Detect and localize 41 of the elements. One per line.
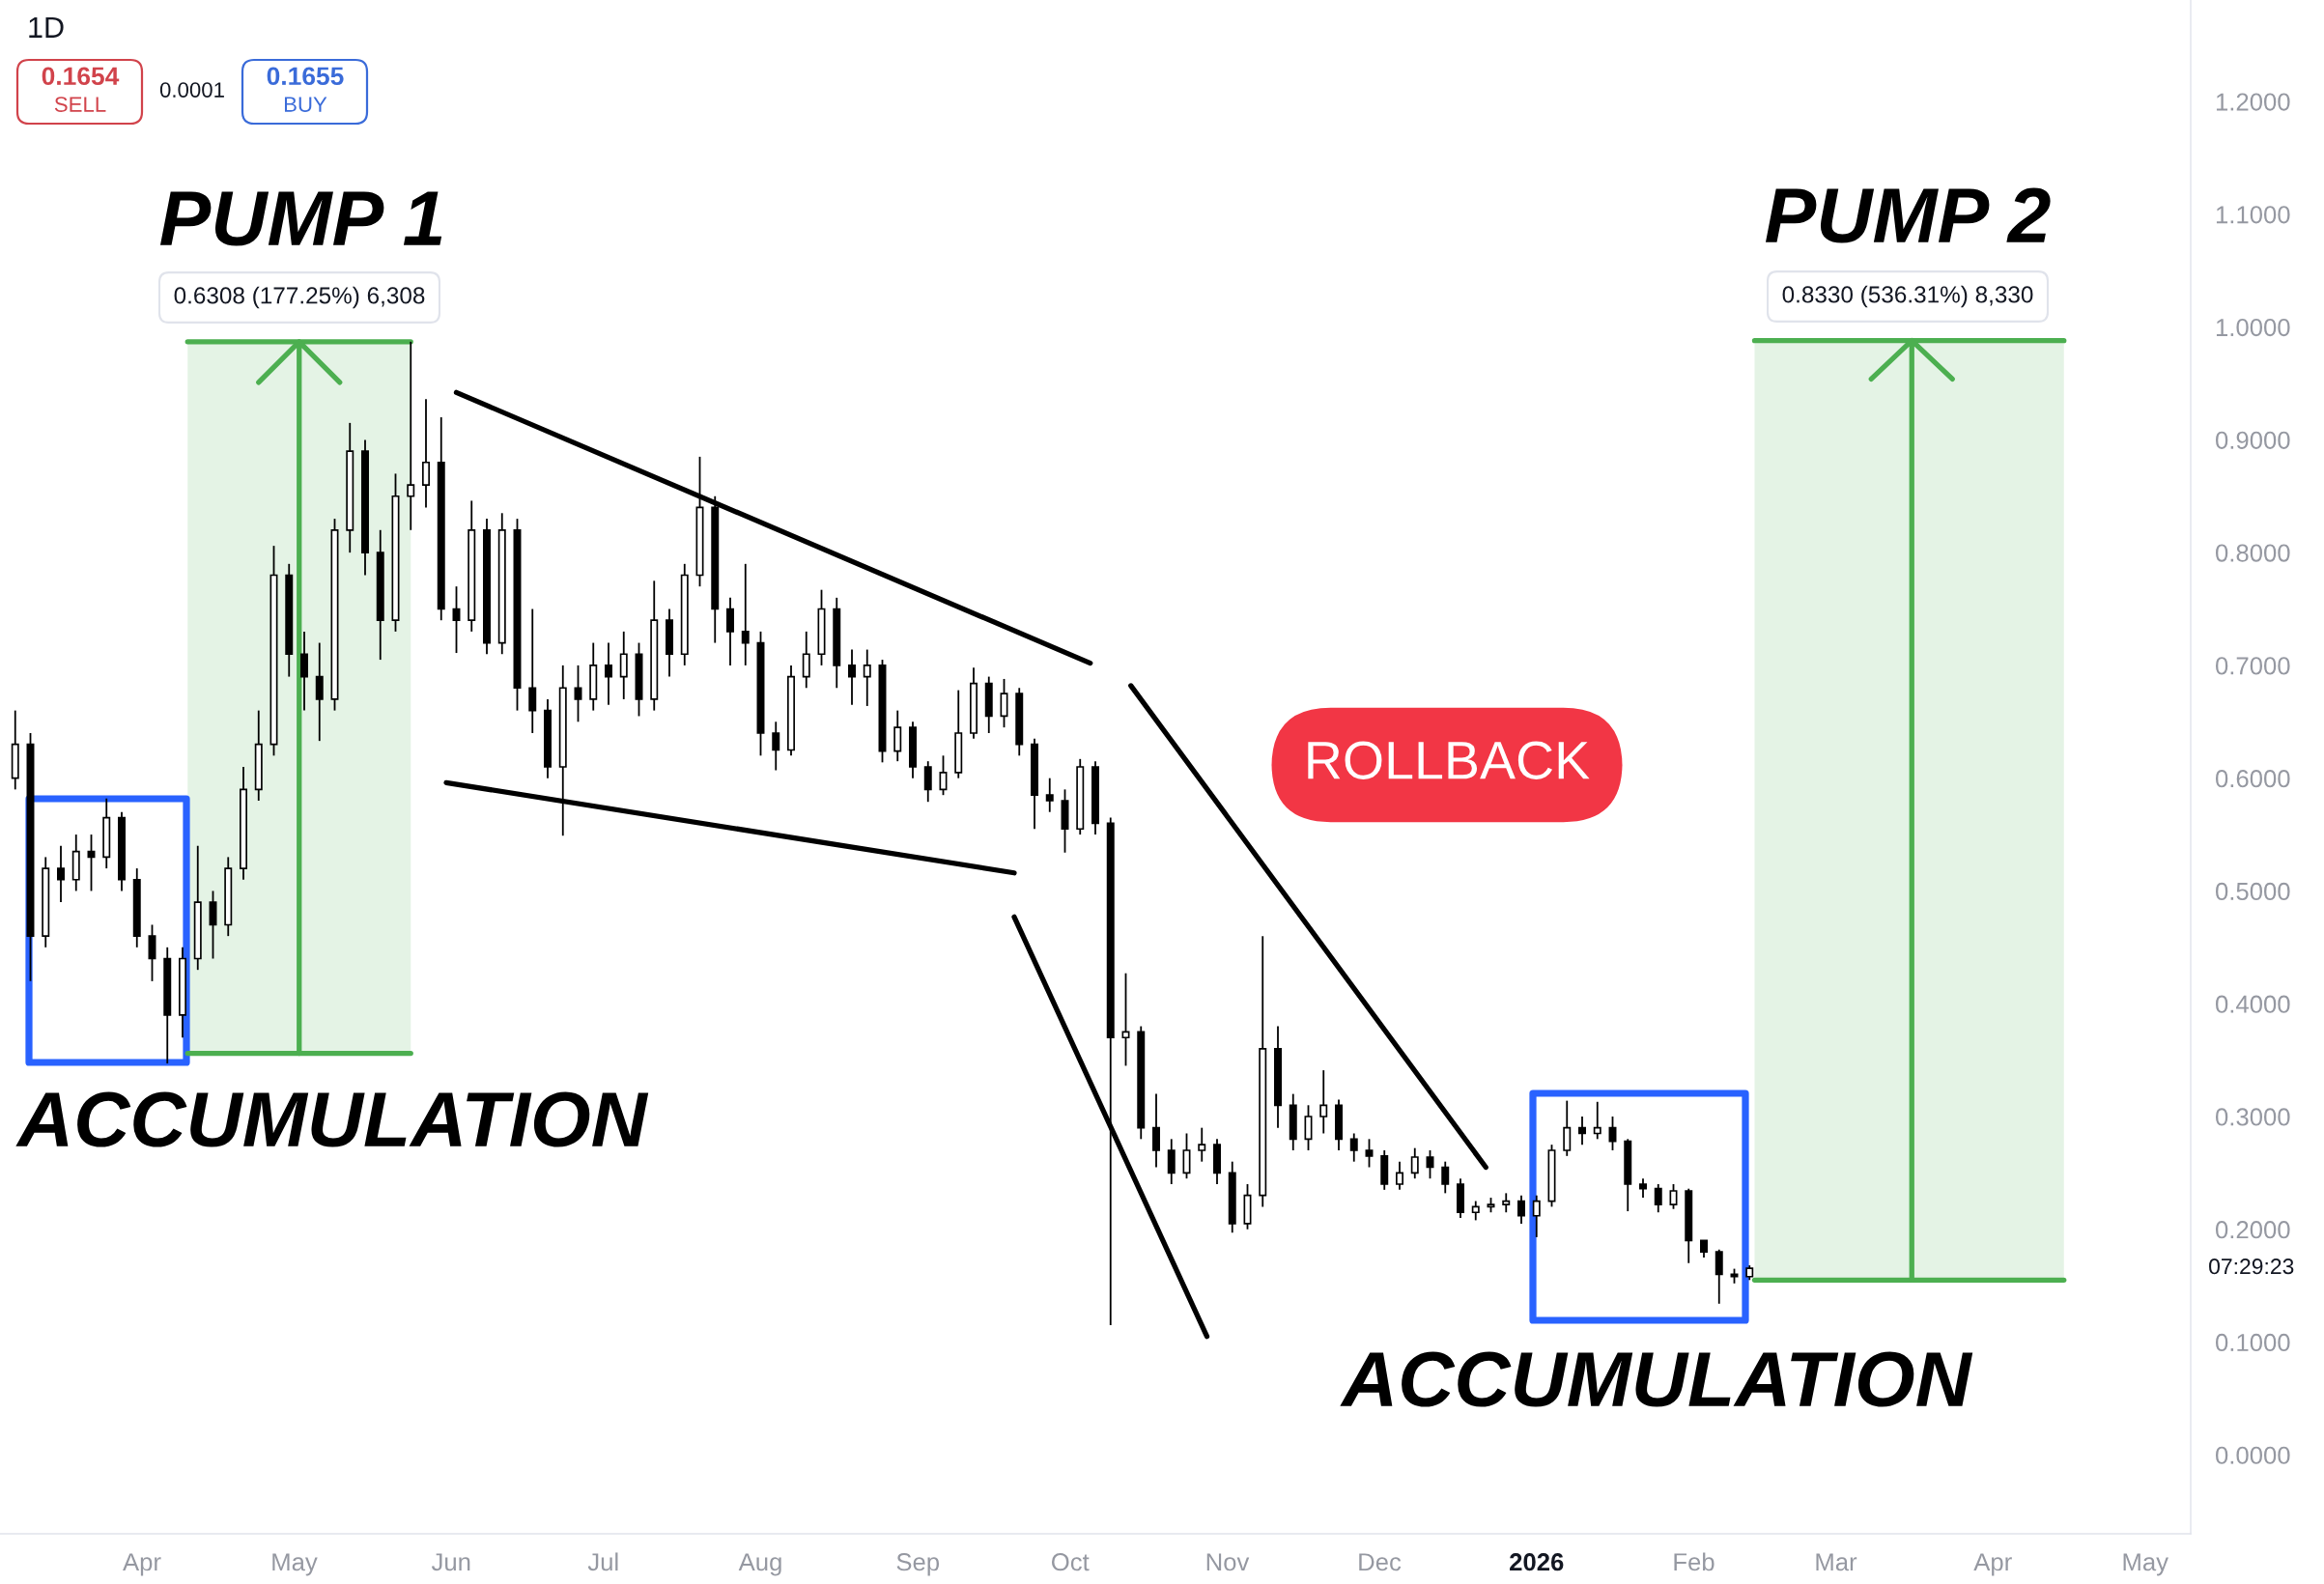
y-tick-label: 0.1000 <box>2216 1333 2290 1352</box>
y-tick-label: 1.1000 <box>2216 206 2290 224</box>
annotation: ACCUMULATION <box>1340 1351 1973 1407</box>
annotation: 0.1655 <box>267 67 344 86</box>
y-tick-label: 1.2000 <box>2216 93 2290 111</box>
x-tick-label: Apr <box>123 1553 161 1576</box>
text: 07:29:23 <box>2209 1259 2294 1275</box>
annotation: 0.8330 (536.31%) 8,330 <box>1782 285 2033 308</box>
y-tick-label: 0.0000 <box>2216 1446 2290 1464</box>
annotation: 0.0001 <box>159 82 224 98</box>
y-tick-label: 0.5000 <box>2216 882 2290 900</box>
y-tick-label: 0.4000 <box>2216 995 2290 1013</box>
x-tick-label: 2026 <box>1510 1553 1564 1571</box>
annotation: PUMP 2 <box>1765 187 2051 243</box>
y-tick-label: 0.9000 <box>2216 431 2290 449</box>
annotation: ROLLBACK <box>1308 741 1590 779</box>
annotation: 0.1654 <box>42 67 120 86</box>
y-tick-label: 1.0000 <box>2216 318 2290 337</box>
y-tick-label: 0.3000 <box>2216 1108 2290 1126</box>
x-tick-label: Aug <box>738 1553 781 1576</box>
x-tick-label: Nov <box>1206 1553 1250 1571</box>
x-tick-label: Oct <box>1051 1553 1090 1571</box>
x-tick-label: Jun <box>431 1553 470 1571</box>
annotation: 0.6308 (177.25%) 6,308 <box>174 286 425 309</box>
x-tick-label: May <box>272 1553 318 1576</box>
chart-title: 1D <box>29 16 64 38</box>
annotation: PUMP 1 <box>159 191 442 246</box>
x-tick-label: May <box>2123 1553 2168 1576</box>
y-tick-label: 0.6000 <box>2216 770 2290 788</box>
y-tick-label: 0.8000 <box>2216 544 2290 562</box>
y-tick-label: 0.7000 <box>2216 657 2290 675</box>
x-tick-label: Dec <box>1359 1553 1402 1571</box>
x-tick-label: Apr <box>1973 1553 2012 1576</box>
annotation: SELL <box>54 97 106 112</box>
x-tick-label: Feb <box>1674 1552 1715 1571</box>
x-tick-label: Mar <box>1816 1553 1857 1571</box>
x-tick-label: Jul <box>587 1552 618 1571</box>
y-tick-label: 0.2000 <box>2216 1221 2290 1239</box>
annotation: BUY <box>284 97 327 112</box>
annotation: ACCUMULATION <box>15 1091 649 1147</box>
x-tick-label: Sep <box>896 1553 940 1576</box>
